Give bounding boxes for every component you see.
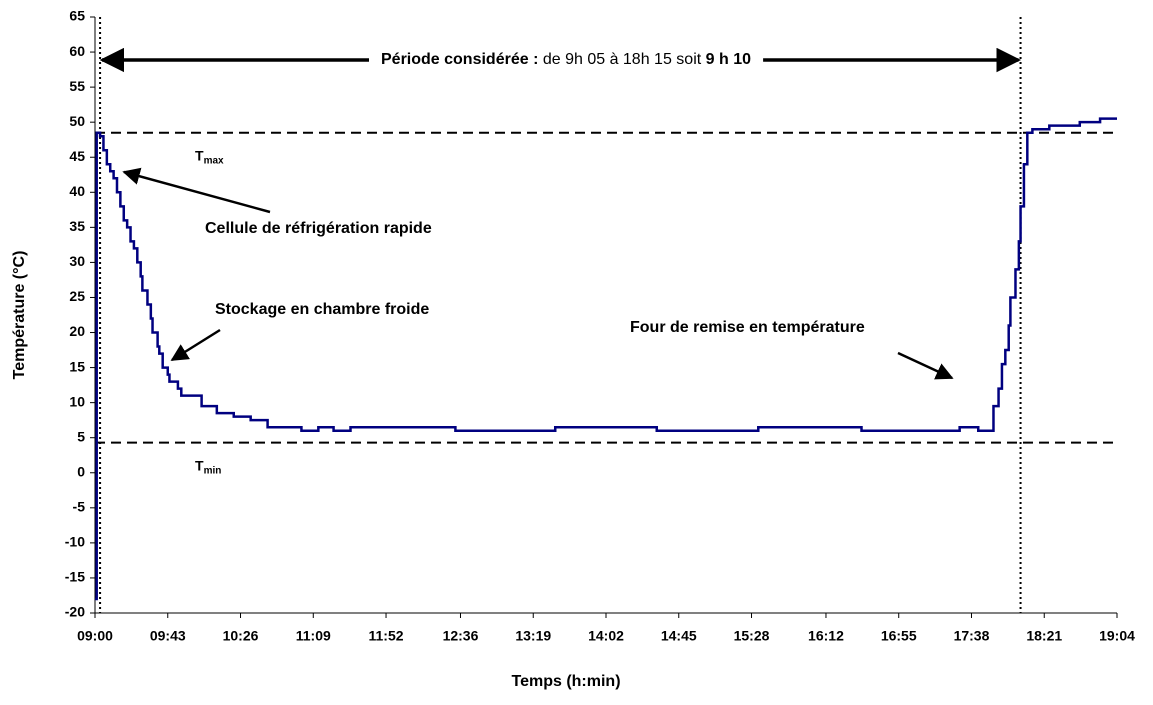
x-tick-label: 16:55 — [881, 628, 917, 644]
y-tick-label: 30 — [69, 253, 85, 269]
x-tick-label: 13:19 — [515, 628, 551, 644]
x-tick-label: 17:38 — [954, 628, 990, 644]
y-tick-label: -5 — [73, 499, 86, 515]
annotation-arrow — [122, 167, 271, 214]
y-tick-label: 15 — [69, 358, 85, 374]
y-tick-label: 55 — [69, 78, 85, 94]
title-part: 9 h 10 — [706, 51, 751, 68]
y-axis-label: Température (°C) — [11, 251, 28, 380]
x-tick-label: 14:45 — [661, 628, 697, 644]
y-tick-label: -20 — [65, 604, 85, 620]
y-tick-label: 20 — [69, 323, 85, 339]
annotation: Cellule de réfrigération rapide — [205, 220, 432, 237]
chart-title: Période considérée : de 9h 05 à 18h 15 s… — [381, 51, 751, 68]
y-tick-label: 0 — [77, 463, 85, 479]
annotation-arrow — [170, 328, 221, 362]
title-part: de 9h 05 à 18h 15 soit — [538, 51, 705, 68]
x-tick-label: 12:36 — [443, 628, 479, 644]
y-tick-label: 10 — [69, 393, 85, 409]
y-tick-label: 40 — [69, 183, 85, 199]
x-tick-label: 09:00 — [77, 628, 113, 644]
y-tick-label: 5 — [77, 428, 85, 444]
y-tick-label: 45 — [69, 148, 85, 164]
x-tick-label: 09:43 — [150, 628, 186, 644]
annotation: Four de remise en température — [630, 319, 865, 336]
x-tick-label: 11:09 — [296, 628, 331, 644]
x-tick-label: 11:52 — [369, 628, 404, 644]
x-tick-label: 19:04 — [1099, 628, 1135, 644]
x-tick-label: 15:28 — [734, 628, 770, 644]
reference-label-sub: min — [204, 465, 222, 476]
y-tick-label: 35 — [69, 218, 85, 234]
y-tick-label: 25 — [69, 288, 85, 304]
x-tick-label: 14:02 — [588, 628, 624, 644]
y-tick-label: 60 — [69, 43, 85, 59]
y-tick-label: 50 — [69, 113, 85, 129]
x-axis-label: Temps (h:min) — [511, 673, 620, 690]
y-tick-label: -10 — [65, 534, 85, 550]
x-tick-label: 10:26 — [223, 628, 259, 644]
reference-label-main: T — [195, 457, 204, 473]
annotation-arrow — [897, 351, 954, 380]
x-tick-label: 16:12 — [808, 628, 844, 644]
reference-label-sub: max — [204, 155, 224, 166]
reference-label: Tmax — [195, 147, 224, 166]
x-tick-label: 18:21 — [1026, 628, 1062, 644]
title-part: Période considérée : — [381, 51, 538, 68]
reference-label-main: T — [195, 147, 204, 163]
y-tick-label: -15 — [65, 569, 85, 585]
temperature-line — [95, 117, 1117, 601]
reference-label: Tmin — [195, 457, 221, 476]
annotation: Stockage en chambre froide — [215, 301, 429, 318]
y-tick-label: 65 — [69, 8, 85, 24]
